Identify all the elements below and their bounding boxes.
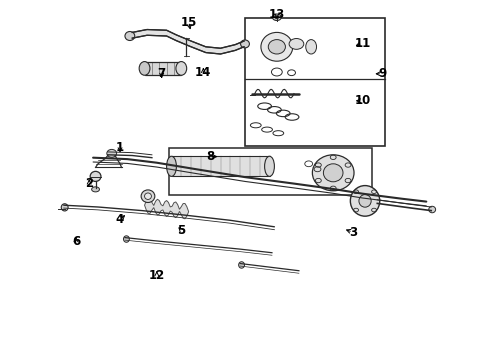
Text: 10: 10 xyxy=(354,94,371,107)
Ellipse shape xyxy=(176,62,187,75)
Text: 5: 5 xyxy=(177,224,185,237)
Text: 4: 4 xyxy=(116,213,124,226)
Ellipse shape xyxy=(125,32,135,41)
Text: 1: 1 xyxy=(116,141,124,154)
Ellipse shape xyxy=(313,155,354,191)
Ellipse shape xyxy=(61,204,68,211)
Text: 3: 3 xyxy=(349,226,357,239)
Ellipse shape xyxy=(167,156,176,176)
Text: 14: 14 xyxy=(195,66,212,78)
Text: 9: 9 xyxy=(378,67,386,80)
Ellipse shape xyxy=(145,193,151,199)
Ellipse shape xyxy=(306,40,317,54)
Ellipse shape xyxy=(92,187,99,192)
Text: 12: 12 xyxy=(148,269,165,282)
Ellipse shape xyxy=(107,149,117,157)
Text: 15: 15 xyxy=(180,16,197,29)
Ellipse shape xyxy=(275,16,279,19)
Ellipse shape xyxy=(272,14,281,21)
Ellipse shape xyxy=(429,206,436,213)
Ellipse shape xyxy=(241,40,249,48)
Text: 7: 7 xyxy=(158,67,166,80)
Bar xyxy=(172,156,270,176)
Bar xyxy=(245,18,385,146)
Ellipse shape xyxy=(359,194,371,207)
Ellipse shape xyxy=(141,190,155,202)
Bar xyxy=(169,148,372,195)
Text: 13: 13 xyxy=(269,8,285,21)
Ellipse shape xyxy=(90,171,101,181)
Text: 6: 6 xyxy=(72,235,80,248)
Ellipse shape xyxy=(269,40,285,54)
Ellipse shape xyxy=(123,236,129,242)
Ellipse shape xyxy=(265,156,274,176)
Ellipse shape xyxy=(289,39,304,49)
Text: 11: 11 xyxy=(354,37,371,50)
Ellipse shape xyxy=(350,186,380,216)
Text: 2: 2 xyxy=(85,177,93,190)
Bar xyxy=(145,62,181,75)
Ellipse shape xyxy=(239,262,245,268)
Text: 8: 8 xyxy=(207,150,215,163)
Ellipse shape xyxy=(139,62,150,75)
Polygon shape xyxy=(145,198,189,219)
Ellipse shape xyxy=(323,164,343,182)
Ellipse shape xyxy=(261,32,293,61)
Polygon shape xyxy=(132,30,244,54)
